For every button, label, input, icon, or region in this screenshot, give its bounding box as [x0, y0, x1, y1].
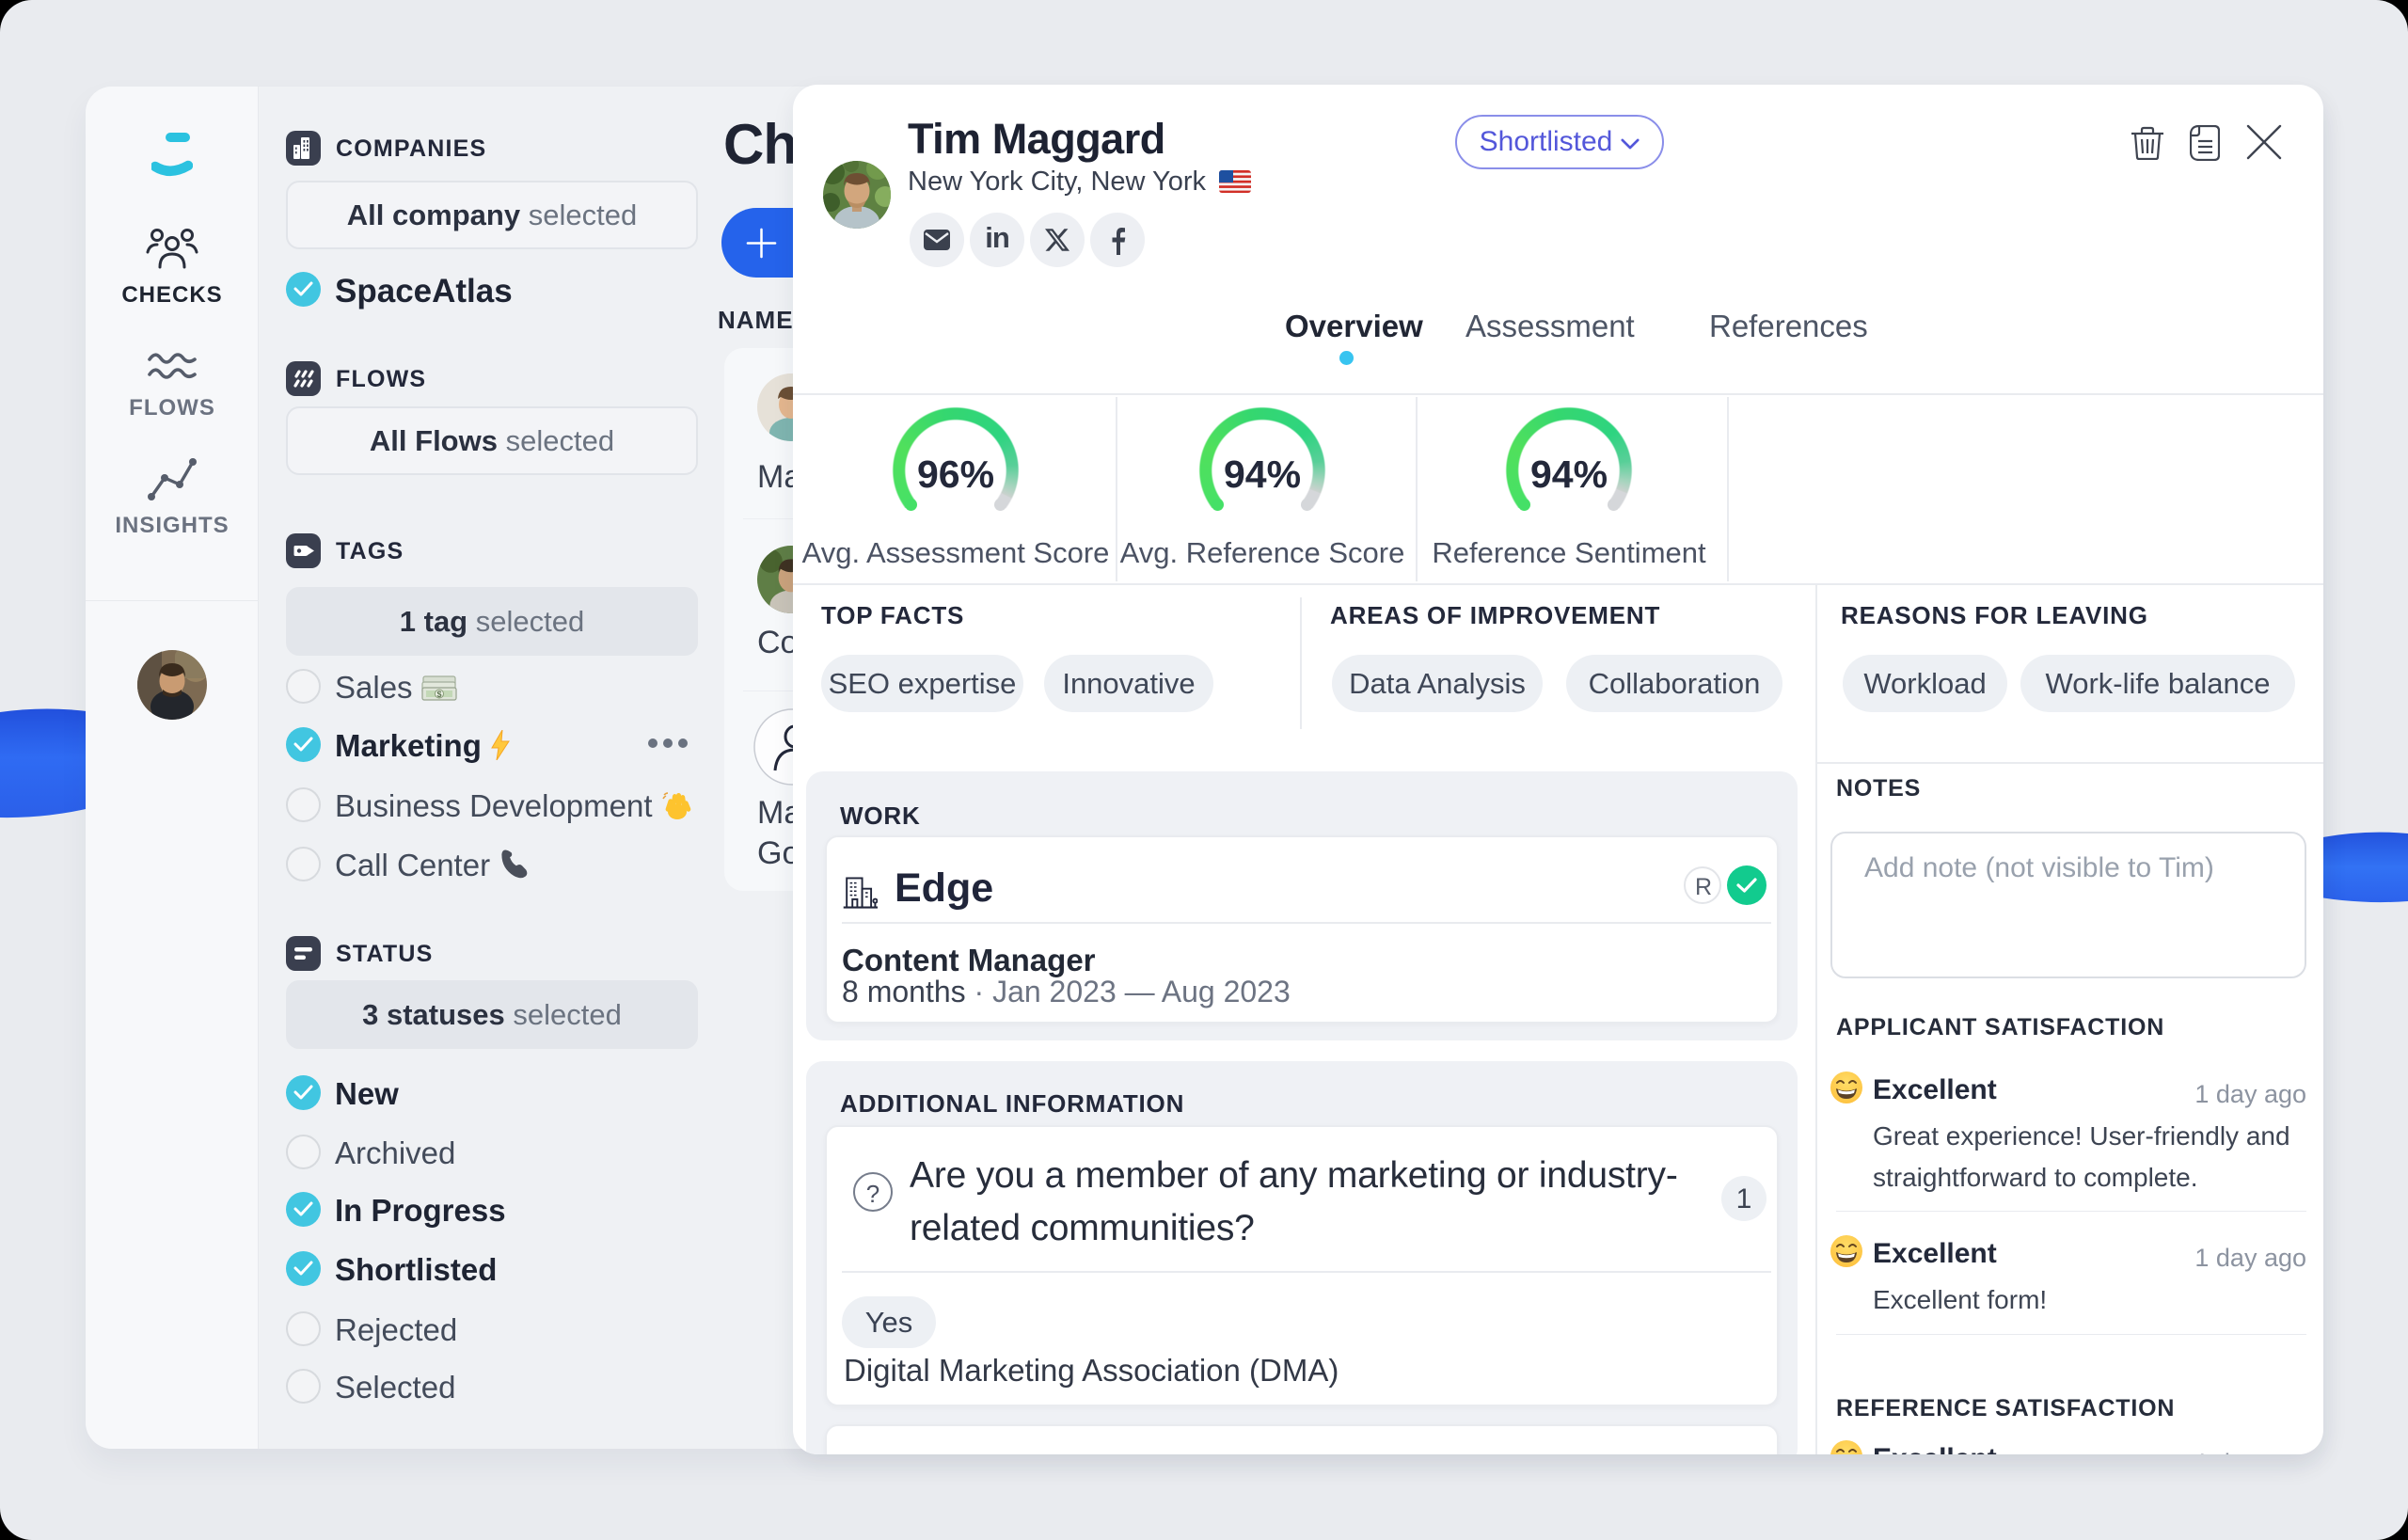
svg-text:$: $: [436, 690, 441, 699]
